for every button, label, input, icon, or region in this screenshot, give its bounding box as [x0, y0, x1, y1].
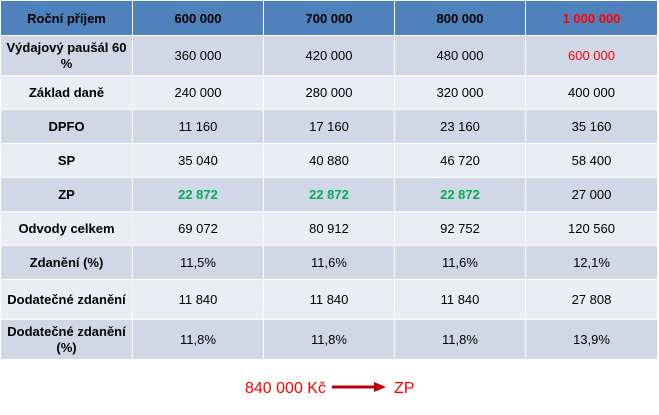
table-cell: 22 872: [263, 177, 395, 212]
row-label-taxation-percent: Zdanění (%): [0, 245, 133, 280]
row-label-additional-taxation: Dodatečné zdanění: [0, 279, 133, 320]
table-cell: 58 400: [525, 143, 658, 178]
table-row: SP 35 040 40 880 46 720 58 400: [0, 143, 658, 178]
table-cell: 35 040: [132, 143, 264, 178]
table-cell: 400 000: [525, 75, 658, 110]
table-cell: 13,9%: [525, 319, 658, 360]
header-income-700000: 700 000: [263, 0, 395, 36]
table-row: DPFO 11 160 17 160 23 160 35 160: [0, 109, 658, 144]
table-cell: 11 840: [263, 279, 395, 320]
table-cell: 17 160: [263, 109, 395, 144]
table-cell: 11 160: [132, 109, 264, 144]
table-cell: 360 000: [132, 35, 264, 76]
header-income-600000: 600 000: [132, 0, 264, 36]
table-cell: 92 752: [394, 211, 526, 246]
table-cell: 420 000: [263, 35, 395, 76]
table-cell: 11,8%: [263, 319, 395, 360]
row-label-total-contributions: Odvody celkem: [0, 211, 133, 246]
table-cell: 11 840: [394, 279, 526, 320]
table-cell: 120 560: [525, 211, 658, 246]
header-income-label: Roční příjem: [0, 0, 133, 36]
header-income-1000000: 1 000 000: [525, 0, 658, 36]
table-cell: 320 000: [394, 75, 526, 110]
table-cell: 600 000: [525, 35, 658, 76]
row-label-additional-taxation-percent: Dodatečné zdanění (%): [0, 319, 133, 360]
row-label-sp: SP: [0, 143, 133, 178]
table-row: Dodatečné zdanění 11 840 11 840 11 840 2…: [0, 279, 658, 320]
table-cell: 23 160: [394, 109, 526, 144]
table-cell: 69 072: [132, 211, 264, 246]
table-cell: 40 880: [263, 143, 395, 178]
table-cell: 11,8%: [132, 319, 264, 360]
table-cell: 22 872: [132, 177, 264, 212]
row-label-zp: ZP: [0, 177, 133, 212]
table-row: Základ daně 240 000 280 000 320 000 400 …: [0, 75, 658, 110]
table-row: Dodatečné zdanění (%) 11,8% 11,8% 11,8% …: [0, 319, 658, 360]
table-cell: 480 000: [394, 35, 526, 76]
table-cell: 46 720: [394, 143, 526, 178]
income-tax-table: Roční příjem 600 000 700 000 800 000 1 0…: [0, 0, 658, 360]
table-cell: 22 872: [394, 177, 526, 212]
table-row: ZP 22 872 22 872 22 872 27 000: [0, 177, 658, 212]
table-row: Odvody celkem 69 072 80 912 92 752 120 5…: [0, 211, 658, 246]
header-income-800000: 800 000: [394, 0, 526, 36]
row-label-dpfo: DPFO: [0, 109, 133, 144]
table-cell: 11,6%: [394, 245, 526, 280]
table-cell: 80 912: [263, 211, 395, 246]
table-cell: 11,8%: [394, 319, 526, 360]
table-cell: 35 160: [525, 109, 658, 144]
row-label-expense-allowance: Výdajový paušál 60 %: [0, 35, 133, 76]
table-cell: 11,6%: [263, 245, 395, 280]
table-row: Zdanění (%) 11,5% 11,6% 11,6% 12,1%: [0, 245, 658, 280]
table-cell: 240 000: [132, 75, 264, 110]
table-cell: 27 000: [525, 177, 658, 212]
table-cell: 27 808: [525, 279, 658, 320]
table-cell: 11 840: [132, 279, 264, 320]
table-cell: 280 000: [263, 75, 395, 110]
row-label-tax-base: Základ daně: [0, 75, 133, 110]
table-cell: 11,5%: [132, 245, 264, 280]
arrow-right-icon: [331, 380, 386, 398]
threshold-note: 840 000 Kč ZP: [245, 380, 414, 398]
table-cell: 12,1%: [525, 245, 658, 280]
table-row: Výdajový paušál 60 % 360 000 420 000 480…: [0, 35, 658, 76]
table-header-row: Roční příjem 600 000 700 000 800 000 1 0…: [0, 0, 658, 36]
threshold-target: ZP: [393, 380, 415, 397]
threshold-amount: 840 000 Kč: [245, 380, 326, 397]
